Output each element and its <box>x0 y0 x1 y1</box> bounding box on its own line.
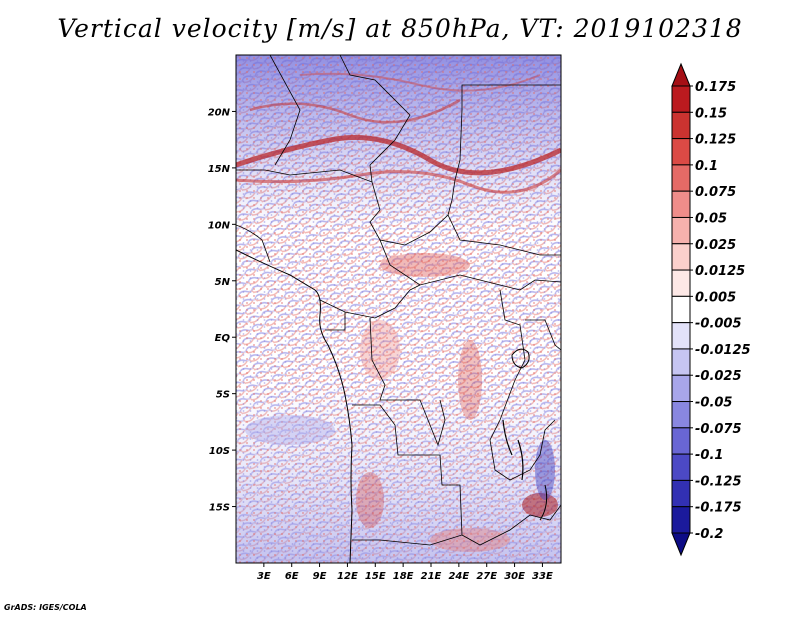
lon-tick-label: 27E <box>476 571 497 582</box>
colorbar-label: 0.15 <box>695 106 727 121</box>
colorbar-segment <box>671 427 691 455</box>
grads-credit: GrADS: IGES/COLA <box>4 603 87 612</box>
lon-tick-label: 18E <box>393 571 414 582</box>
colorbar-segment <box>671 216 691 245</box>
colorbar-label: -0.05 <box>695 396 732 411</box>
colorbar-segment <box>671 322 691 350</box>
lon-tick-label: 6E <box>285 571 299 582</box>
lon-tick-label: 12E <box>337 571 358 582</box>
lat-tick-label: 15S <box>209 503 230 514</box>
lon-tick-label: 30E <box>504 571 525 582</box>
colorbar-label: 0.025 <box>695 238 736 253</box>
lon-tick-label: 21E <box>421 571 442 582</box>
lon-tick-label: 9E <box>313 571 327 582</box>
velocity-field <box>236 55 561 563</box>
lon-tick-label: 33E <box>532 571 553 582</box>
colorbar-label: 0.005 <box>695 290 736 305</box>
colorbar-label: 0.0125 <box>695 264 745 279</box>
map-panel <box>235 54 562 564</box>
colorbar-label: 0.125 <box>695 133 736 148</box>
chart-title: Vertical velocity [m/s] at 850hPa, VT: 2… <box>57 14 743 43</box>
colorbar-label: -0.005 <box>695 317 742 332</box>
colorbar-label: -0.2 <box>695 527 723 542</box>
colorbar-segment <box>671 453 691 481</box>
lat-tick-label: EQ <box>215 333 231 344</box>
lat-tick-label: 20N <box>208 107 231 118</box>
colorbar-label: -0.125 <box>695 474 742 489</box>
colorbar-top-arrow <box>671 62 691 87</box>
colorbar-label: 0.05 <box>695 211 727 226</box>
colorbar-segment <box>671 479 691 508</box>
colorbar-label: 0.1 <box>695 159 718 174</box>
lat-tick-label: 10S <box>209 446 230 457</box>
colorbar-segment <box>671 243 691 271</box>
colorbar-label: 0.075 <box>695 185 736 200</box>
colorbar-label: -0.175 <box>695 501 742 516</box>
colorbar-label: -0.1 <box>695 448 723 463</box>
colorbar-segment <box>671 269 691 297</box>
colorbar-segment <box>671 295 691 324</box>
colorbar-label: -0.075 <box>695 422 742 437</box>
colorbar-segment <box>671 138 691 166</box>
colorbar-label: -0.0125 <box>695 343 751 358</box>
colorbar-segment <box>671 85 691 113</box>
lat-tick-label: 5N <box>215 277 231 288</box>
colorbar-segment <box>671 164 691 192</box>
colorbar-segment <box>671 190 691 218</box>
colorbar-label: -0.025 <box>695 369 742 384</box>
colorbar-bottom-arrow <box>671 532 691 557</box>
colorbar-segment <box>671 401 691 429</box>
lon-axis: 3E 6E 9E 12E 15E 18E 21E 24E 27E 30E 33E <box>257 563 553 582</box>
lon-tick-label: 3E <box>257 571 271 582</box>
colorbar-label: 0.175 <box>695 80 736 95</box>
lon-tick-label: 15E <box>365 571 386 582</box>
lat-axis: 20N 15N 10N 5N EQ 5S 10S 15S <box>208 107 236 514</box>
lat-tick-label: 5S <box>216 390 230 401</box>
map-frame <box>235 54 562 564</box>
colorbar-segment <box>671 111 691 140</box>
colorbar-segment <box>671 506 691 534</box>
lon-tick-label: 24E <box>448 571 469 582</box>
lat-tick-label: 15N <box>208 164 231 175</box>
colorbar-segment <box>671 374 691 403</box>
lat-tick-label: 10N <box>208 220 231 231</box>
colorbar: 0.175 0.15 0.125 0.1 0.075 0.05 0.025 0.0125 0.0… <box>671 62 751 557</box>
colorbar-segment <box>671 348 691 376</box>
